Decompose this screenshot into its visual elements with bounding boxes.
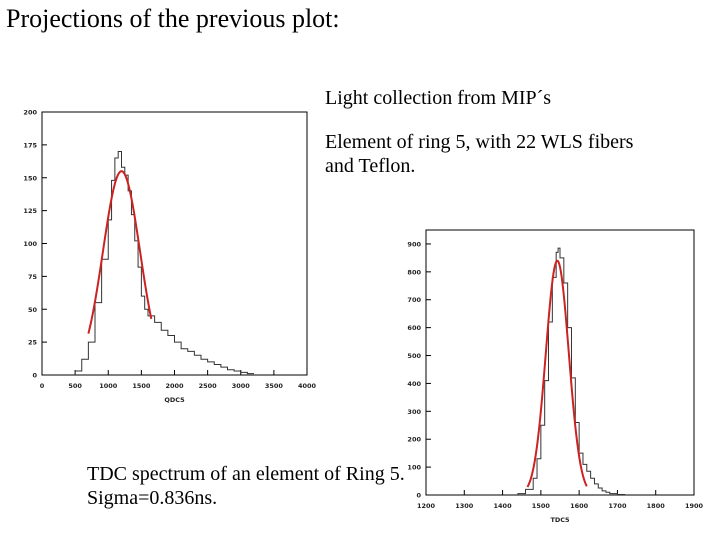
x-tick-label: 3000 — [232, 382, 251, 390]
y-tick-label: 100 — [23, 240, 37, 248]
y-tick-label: 125 — [23, 207, 37, 215]
x-tick-label: 1900 — [685, 502, 704, 510]
y-tick-label: 700 — [407, 296, 421, 304]
slide-title: Projections of the previous plot: — [6, 4, 340, 33]
x-tick-label: 1000 — [99, 382, 118, 390]
y-tick-label: 0 — [416, 492, 421, 500]
x-tick-label: 1500 — [132, 382, 151, 390]
x-tick-label: 1600 — [570, 502, 589, 510]
y-tick-label: 50 — [28, 306, 38, 314]
x-tick-label: 1300 — [455, 502, 474, 510]
x-tick-label: 1400 — [494, 502, 513, 510]
x-tick-label: 1800 — [647, 502, 666, 510]
x-tick-label: 1700 — [608, 502, 627, 510]
y-tick-label: 800 — [407, 268, 421, 276]
x-tick-label: 4000 — [298, 382, 317, 390]
y-tick-label: 200 — [407, 436, 421, 444]
note-ring-element: Element of ring 5, with 22 WLS fibers an… — [325, 131, 634, 177]
x-tick-label: 2000 — [165, 382, 184, 390]
y-tick-label: 75 — [28, 273, 38, 281]
y-tick-label: 900 — [407, 240, 421, 248]
note-light-collection: Light collection from MIP´s — [325, 87, 552, 109]
qdc-histogram-chart: 0 500 1000 1500 2000 2500 3000 3500 4000 0 25 50 75 1… — [23, 109, 317, 405]
y-tick-label: 400 — [407, 380, 421, 388]
x-axis-label: TDC5 — [550, 516, 570, 524]
y-tick-label: 200 — [23, 109, 37, 117]
y-tick-label: 100 — [407, 464, 421, 472]
histogram-series — [517, 247, 626, 495]
plot-frame — [425, 229, 695, 496]
y-tick-label: 300 — [407, 408, 421, 416]
x-tick-label: 1500 — [532, 502, 551, 510]
x-tick-label: 2500 — [199, 382, 218, 390]
x-tick-label: 1200 — [417, 502, 436, 510]
y-tick-label: 0 — [32, 372, 37, 380]
y-tick-label: 25 — [28, 339, 38, 347]
x-tick-label: 0 — [40, 382, 45, 390]
x-tick-label: 3500 — [265, 382, 284, 390]
y-tick-label: 500 — [407, 352, 421, 360]
note-tdc-spectrum: TDC spectrum of an element of Ring 5. Si… — [87, 463, 405, 509]
tdc-histogram-chart: 1200 1300 1400 1500 1600 1700 1800 1900 0 100 200 3… — [407, 229, 704, 524]
y-tick-label: 600 — [407, 324, 421, 332]
x-axis-label: QDC5 — [164, 396, 185, 404]
y-tick-label: 150 — [23, 174, 37, 182]
gaussian-fit-curve — [87, 170, 153, 334]
y-tick-label: 175 — [23, 141, 37, 149]
gaussian-fit-curve — [526, 259, 588, 488]
x-tick-label: 500 — [68, 382, 82, 390]
